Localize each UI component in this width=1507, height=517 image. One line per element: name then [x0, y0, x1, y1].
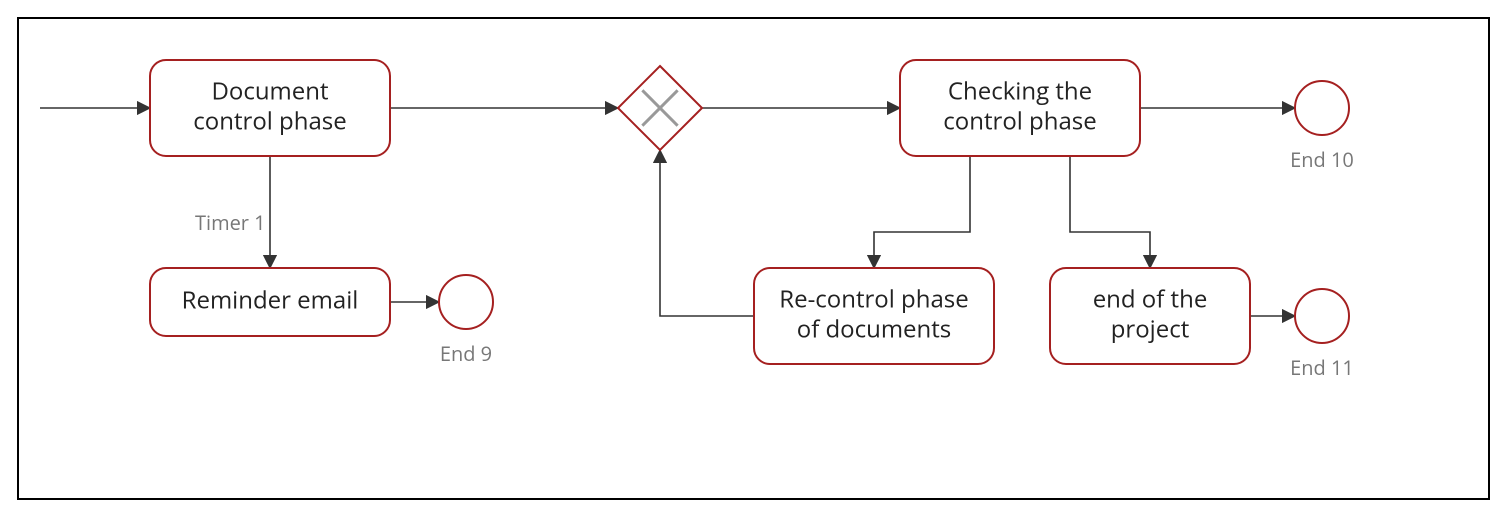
task-end-of-project-label: end of the [1093, 283, 1208, 316]
gateway-exclusive [618, 66, 702, 150]
end-event-11: End 11 [1290, 289, 1354, 381]
edge-label-timer1: Timer 1 [195, 209, 266, 236]
task-recontrol-documents-label: of documents [797, 313, 952, 346]
end-event-10: End 10 [1290, 81, 1354, 173]
end-event-9: End 9 [439, 275, 493, 367]
end-event-10-label: End 10 [1290, 146, 1354, 173]
edge-recontrol-to-gw [660, 150, 754, 316]
edge-check-to-endproj [1070, 156, 1150, 268]
task-end-of-project: end of theproject [1050, 268, 1250, 364]
task-checking-control-label: control phase [943, 105, 1096, 138]
task-end-of-project-label: project [1111, 313, 1190, 346]
task-checking-control: Checking thecontrol phase [900, 60, 1140, 156]
task-reminder-email-label: Reminder email [182, 284, 359, 317]
end-event-11-label: End 11 [1290, 354, 1354, 381]
task-document-control: Documentcontrol phase [150, 60, 390, 156]
edge-check-to-recontrol [874, 156, 970, 268]
end-event-9-label: End 9 [440, 340, 492, 367]
task-recontrol-documents-label: Re-control phase [779, 283, 968, 316]
task-document-control-label: Document [211, 75, 328, 108]
task-reminder-email: Reminder email [150, 268, 390, 336]
task-checking-control-label: Checking the [948, 75, 1092, 108]
task-document-control-label: control phase [193, 105, 346, 138]
task-recontrol-documents: Re-control phaseof documents [754, 268, 994, 364]
